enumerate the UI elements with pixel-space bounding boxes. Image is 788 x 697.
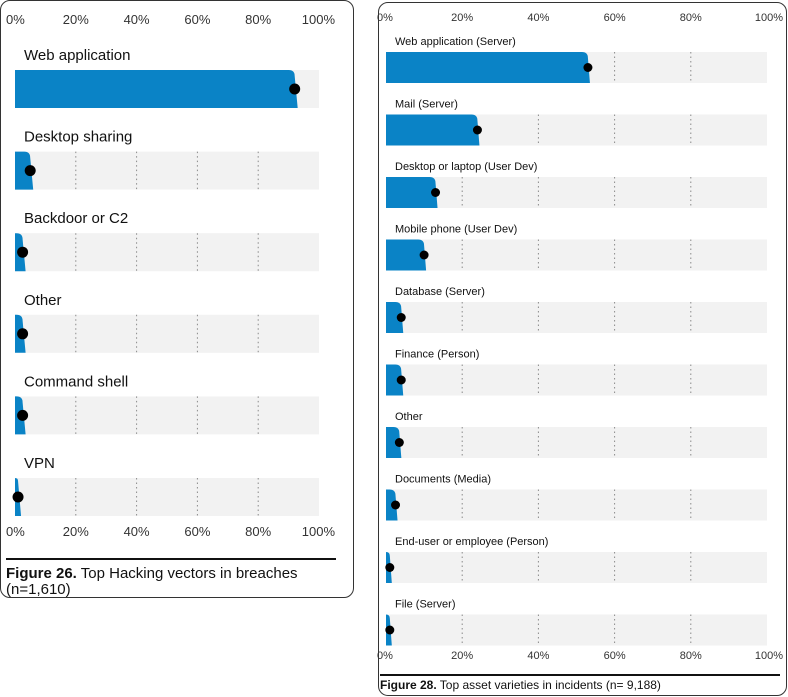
fig26-top-tick-label: 80% [245,12,271,27]
fig28-bottom-tick-label: 60% [604,650,626,662]
fig28-category-label: Documents (Media) [395,474,491,486]
fig26-bar-track [15,314,319,353]
fig28-bottom-tick-label: 0% [377,650,393,662]
fig26-category-label: Desktop sharing [24,129,132,146]
caption-rule-right [380,674,780,676]
figure-28-caption: Figure 28. Top asset varieties in incide… [380,679,785,692]
fig26-bottom-tick-label: 0% [6,524,25,539]
fig28-category-label: Desktop or laptop (User Dev) [395,161,537,173]
caption-rule-left [6,558,336,560]
fig28-bar-track [386,302,767,333]
fig26-bar-track [15,151,319,190]
fig28-category-label: Database (Server) [395,286,485,298]
fig28-bar-track [386,239,767,271]
fig26-category-label: VPN [24,455,55,472]
fig28-bar [386,239,427,271]
fig28-point [583,63,593,72]
figure-28-caption-label: Figure 28. [380,678,437,692]
fig28-bar-track [386,489,767,521]
fig26-bar-track [15,233,319,272]
fig26-bar [15,151,34,190]
fig28-category-label: Other [395,411,423,423]
fig28-top-tick-label: 40% [527,12,549,24]
fig28-point [391,500,401,510]
fig28-bar-track [386,177,767,208]
fig26-point [17,246,29,258]
fig28-point [419,250,429,260]
fig28-bottom-tick-label: 80% [680,650,702,662]
fig28-top-tick-label: 100% [755,12,783,24]
fig26-category-label: Web application [24,47,130,64]
figure-26-caption-label: Figure 26. [6,565,77,582]
fig28-point [385,563,395,572]
fig28-bar [386,302,404,333]
fig26-point [289,83,301,95]
fig26-category-label: Command shell [24,373,128,390]
fig28-bar [386,114,480,146]
fig26-bar-track [15,478,319,516]
fig26-bottom-tick-label: 40% [124,524,150,539]
fig28-category-label: Finance (Person) [395,349,479,361]
fig28-bottom-tick-label: 40% [527,650,549,662]
fig26-category-label: Backdoor or C2 [24,210,128,227]
fig28-category-label: End-user or employee (Person) [395,536,548,548]
fig28-top-tick-label: 80% [680,12,702,24]
fig28-point [396,313,406,322]
fig26-top-tick-label: 0% [6,12,25,27]
fig26-top-tick-label: 20% [63,12,89,27]
fig26-point [12,491,24,503]
fig28-category-label: Mail (Server) [395,99,458,111]
fig28-point [396,375,406,385]
fig26-bar-track [15,396,319,435]
fig26-bottom-tick-label: 80% [245,524,271,539]
fig26-top-tick-label: 60% [184,12,210,27]
fig28-top-tick-label: 60% [604,12,626,24]
fig28-bottom-tick-label: 100% [755,650,783,662]
fig26-point [17,409,29,421]
fig26-top-tick-label: 40% [124,12,150,27]
fig28-point [394,438,404,447]
fig28-bar-track [386,427,767,458]
fig26-bottom-tick-label: 20% [63,524,89,539]
fig28-point [472,125,482,135]
fig28-top-tick-label: 20% [451,12,473,24]
fig28-top-tick-label: 0% [377,12,393,24]
fig28-bar-track [386,552,767,583]
fig28-bar [386,364,404,396]
fig28-category-label: Mobile phone (User Dev) [395,224,517,236]
fig26-point [17,328,29,340]
fig28-bar-track [386,614,767,646]
fig28-bar-track [386,364,767,396]
fig28-point [385,625,395,635]
fig26-bottom-tick-label: 60% [184,524,210,539]
fig28-bar [386,427,402,458]
fig26-bottom-tick-label: 100% [302,524,336,539]
fig28-category-label: File (Server) [395,599,456,611]
fig28-bottom-tick-label: 20% [451,650,473,662]
fig26-point [24,165,36,177]
fig28-category-label: Web application (Server) [395,36,516,48]
fig28-bar [386,177,438,208]
figure-26-caption-text: Top Hacking vectors in breaches (n=1,610… [6,565,298,598]
figure-26-caption: Figure 26. Top Hacking vectors in breach… [6,566,346,598]
fig26-bar [15,70,298,108]
fig28-point [431,188,441,197]
fig26-category-label: Other [24,292,62,309]
fig26-top-tick-label: 100% [302,12,336,27]
figure-28-caption-text: Top asset varieties in incidents (n= 9,1… [436,678,661,692]
fig28-bar [386,52,590,83]
